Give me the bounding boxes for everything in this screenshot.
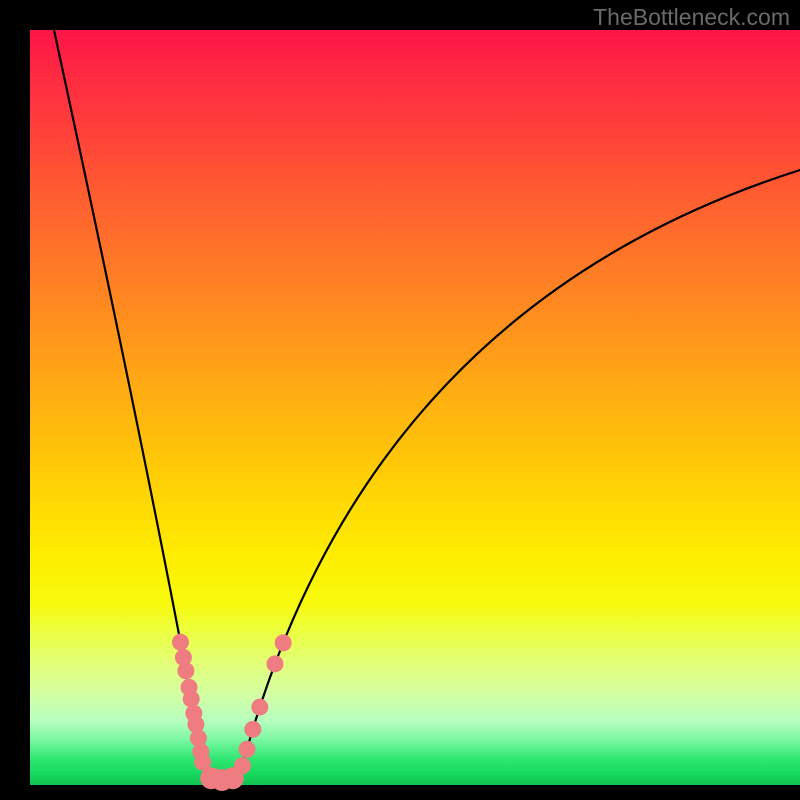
bottleneck-chart [0, 0, 800, 800]
watermark-text: TheBottleneck.com [593, 4, 790, 31]
chart-stage: TheBottleneck.com [0, 0, 800, 800]
